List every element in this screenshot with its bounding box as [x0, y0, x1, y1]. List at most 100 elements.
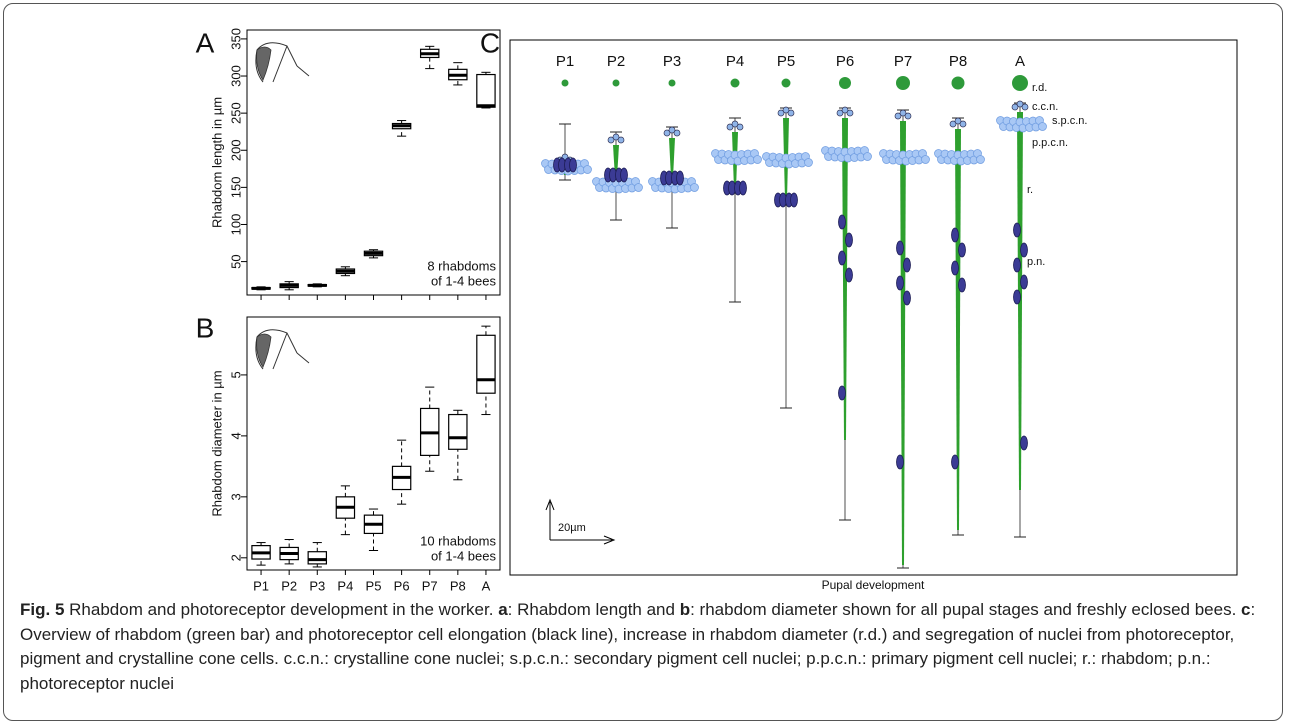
rhabdom-diameter: [781, 78, 791, 88]
head-icon: [255, 329, 310, 370]
caption-bold: b: [679, 600, 691, 619]
caption: Fig. 5 Rhabdom and photoreceptor develop…: [20, 598, 1270, 696]
x-tick-label: A: [482, 578, 491, 593]
annotation: 10 rhabdoms: [420, 533, 496, 548]
photoreceptor-nucleus: [838, 214, 846, 230]
scale-arrows: [545, 498, 616, 545]
head-icon-eye: [256, 333, 272, 368]
photoreceptor-nucleus: [1020, 435, 1028, 451]
stage-label: P3: [663, 53, 681, 70]
photoreceptor-nucleus: [838, 385, 846, 401]
y-tick-label: 100: [228, 214, 243, 236]
stage-label: P4: [726, 53, 744, 70]
rhabdom: [900, 121, 906, 565]
photoreceptor-nucleus: [838, 250, 846, 266]
rhabdom: [842, 118, 848, 440]
x-tick-label: P3: [309, 578, 325, 593]
photoreceptor-nucleus: [1020, 242, 1028, 258]
structure-label: s.p.c.n.: [1052, 115, 1087, 127]
photoreceptor-nucleus: [790, 192, 798, 208]
structure-label: r.: [1027, 184, 1033, 196]
cone-nucleus: [777, 109, 785, 117]
photoreceptor-nucleus: [739, 180, 747, 196]
y-tick-label: 200: [228, 139, 243, 161]
cone-nucleus: [612, 133, 620, 141]
x-tick-label: P8: [450, 578, 466, 593]
rhabdom-diameter: [668, 79, 676, 87]
y-tick-label: 4: [228, 432, 243, 439]
diagram-frame: [509, 39, 1238, 576]
cone-nucleus: [787, 109, 795, 117]
y-tick-label: 3: [228, 493, 243, 500]
cone-nucleus: [894, 112, 902, 120]
structure-label: c.c.n.: [1032, 101, 1058, 113]
cone-nucleus: [607, 136, 615, 144]
photoreceptor-nucleus: [569, 157, 577, 173]
y-tick-label: 350: [228, 28, 243, 50]
photoreceptor-nucleus: [951, 454, 959, 470]
y-tick-label: 250: [228, 102, 243, 124]
stage-label: P7: [894, 53, 912, 70]
caption-bold: a: [498, 600, 508, 619]
annotation: of 1-4 bees: [431, 548, 497, 563]
box: [476, 73, 496, 108]
caption-text: Rhabdom and photoreceptor development in…: [69, 600, 494, 619]
photoreceptor-nucleus: [896, 240, 904, 256]
pigment-nucleus: [753, 155, 762, 164]
cone-nucleus: [1011, 103, 1019, 111]
x-tick-label: P6: [394, 578, 410, 593]
photoreceptor-nucleus: [896, 275, 904, 291]
cone-nucleus: [782, 106, 790, 114]
photoreceptor-nucleus: [845, 232, 853, 248]
pigment-nucleus: [583, 165, 592, 174]
cone-nucleus: [841, 106, 849, 114]
y-tick-label: 5: [228, 371, 243, 378]
pigment-nucleus: [976, 155, 985, 164]
cone-nucleus: [1016, 100, 1024, 108]
photoreceptor-nucleus: [1013, 222, 1021, 238]
y-tick-label: 150: [228, 177, 243, 199]
stage-label: P2: [607, 53, 625, 70]
rhabdom-diameter: [1012, 75, 1028, 91]
panel-label: B: [196, 312, 215, 343]
cone-nucleus: [663, 129, 671, 137]
rhabdom-diameter: [730, 78, 740, 88]
pigment-nucleus: [863, 152, 872, 161]
rhabdom-diameter: [951, 76, 965, 90]
cone-nucleus: [731, 120, 739, 128]
stage-label: P6: [836, 53, 854, 70]
rhabdom-diameter: [561, 79, 569, 87]
cone-nucleus: [617, 136, 625, 144]
stage-label: P1: [556, 53, 574, 70]
x-tick-label: P4: [337, 578, 353, 593]
photoreceptor-nucleus: [958, 277, 966, 293]
stage-label: A: [1015, 53, 1025, 70]
photoreceptor-nucleus: [1013, 289, 1021, 305]
rhabdom-diameter: [612, 79, 620, 87]
stage-label: P5: [777, 53, 795, 70]
box: [448, 413, 468, 450]
cone-nucleus: [726, 123, 734, 131]
scale-label: 20µm: [558, 522, 586, 534]
photoreceptor-nucleus: [903, 290, 911, 306]
stage-label: P8: [949, 53, 967, 70]
annotation: of 1-4 bees: [431, 273, 497, 288]
x-tick-label: P5: [366, 578, 382, 593]
head-icon: [255, 42, 310, 83]
pigment-nucleus: [690, 183, 699, 192]
y-axis-label: Rhabdom length in µm: [209, 97, 224, 228]
panel-label: C: [480, 27, 500, 58]
y-axis-label: Rhabdom diameter in µm: [209, 370, 224, 516]
structure-label: p.n.: [1027, 256, 1045, 268]
photoreceptor-nucleus: [896, 454, 904, 470]
cone-nucleus: [899, 109, 907, 117]
photoreceptor-nucleus: [845, 267, 853, 283]
structure-label: p.p.c.n.: [1032, 137, 1068, 149]
rhabdom: [669, 138, 675, 178]
rhabdom: [955, 129, 961, 530]
cone-nucleus: [949, 120, 957, 128]
caption-bold: c: [1241, 600, 1251, 619]
box: [476, 334, 496, 394]
